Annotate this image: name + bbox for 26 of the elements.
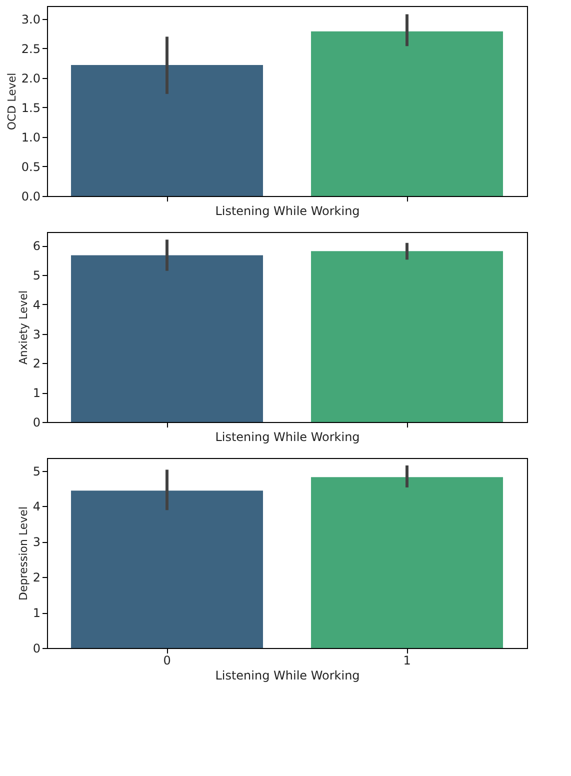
y-tick-label: 2 <box>32 356 40 371</box>
y-tick-label: 1.0 <box>21 130 40 144</box>
y-tick-label: 0.0 <box>21 190 40 204</box>
y-tick-label: 1 <box>32 386 40 400</box>
x-axis-title: Listening While Working <box>215 204 360 218</box>
y-tick-label: 2 <box>32 570 40 585</box>
y-tick-label: 4 <box>32 500 40 514</box>
y-tick-label: 0 <box>32 416 40 430</box>
y-tick-label: 3 <box>32 535 40 550</box>
y-tick-label: 3 <box>32 327 40 342</box>
x-axis-title: Listening While Working <box>215 668 360 682</box>
y-tick-label: 5 <box>32 464 40 478</box>
y-tick-label: 0 <box>32 642 40 656</box>
y-tick-label: 6 <box>32 239 40 254</box>
y-tick-label: 0.5 <box>21 160 40 174</box>
y-tick-label: 4 <box>32 298 40 312</box>
y-axis-title: OCD Level <box>5 72 18 130</box>
x-axis-title: Listening While Working <box>215 430 360 444</box>
y-tick-label: 2.0 <box>21 71 40 86</box>
y-tick-label: 1 <box>32 606 40 620</box>
y-tick-label: 2.5 <box>21 42 40 56</box>
y-tick-label: 1.5 <box>21 100 40 115</box>
y-tick-label: 3.0 <box>21 12 40 26</box>
y-tick-label: 5 <box>32 268 40 282</box>
y-axis-title: Anxiety Level <box>16 290 30 365</box>
y-axis-title: Depression Level <box>16 506 30 601</box>
